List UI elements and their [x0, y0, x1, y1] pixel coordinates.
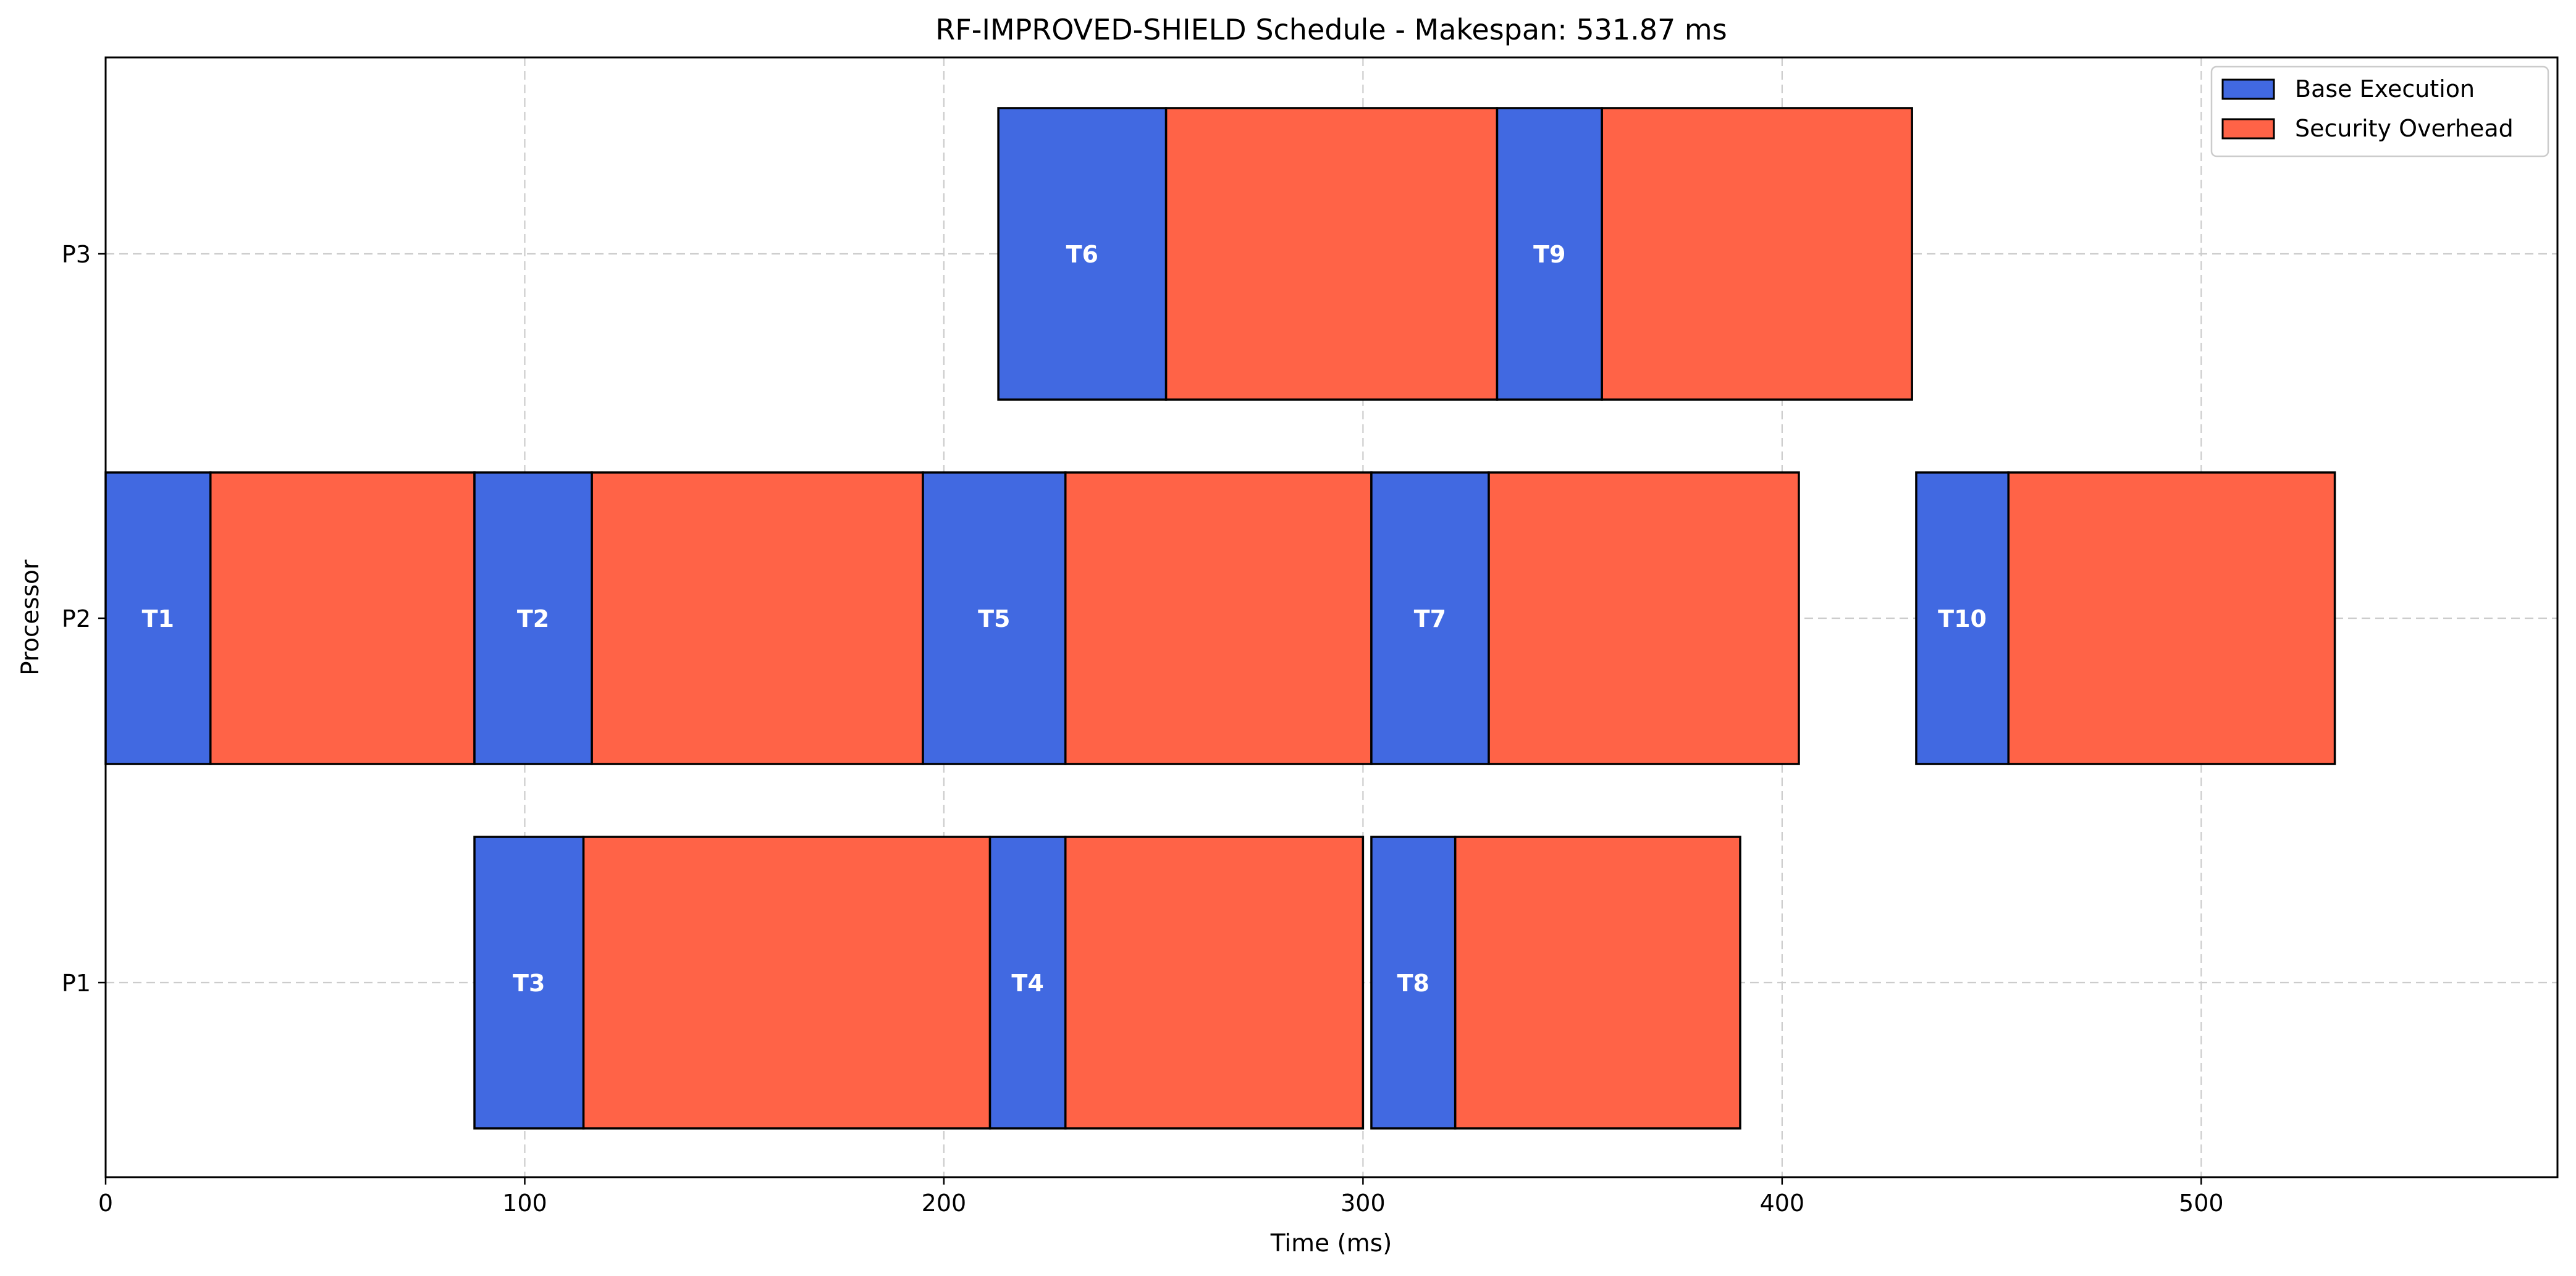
x-axis-title: Time (ms) — [1270, 1230, 1392, 1257]
bar-t10-security-overhead — [2007, 471, 2336, 765]
bar-t7-security-overhead — [1488, 471, 1800, 765]
bar-t8-base-execution — [1370, 836, 1457, 1130]
legend: Base Execution Security Overhead — [2210, 65, 2549, 157]
bar-t5-security-overhead — [1064, 471, 1373, 765]
bar-t3-security-overhead — [582, 836, 991, 1130]
y-axis-title: Processor — [17, 559, 44, 676]
bar-t4-security-overhead — [1064, 836, 1365, 1130]
legend-swatch-security-overhead — [2221, 118, 2275, 140]
bar-t9-security-overhead — [1601, 107, 1913, 401]
bar-t6-security-overhead — [1164, 107, 1499, 401]
bar-t4-base-execution — [988, 836, 1067, 1130]
x-tick-label-500: 500 — [2179, 1190, 2224, 1217]
legend-swatch-base-execution — [2221, 78, 2275, 100]
task-label-t6: T6 — [1066, 241, 1098, 268]
x-tick-label-200: 200 — [922, 1190, 967, 1217]
task-label-t7: T7 — [1414, 605, 1446, 632]
x-tick-label-300: 300 — [1341, 1190, 1386, 1217]
task-label-t8: T8 — [1397, 970, 1429, 997]
bar-t3-base-execution — [473, 836, 585, 1130]
task-label-t9: T9 — [1533, 241, 1565, 268]
bar-t9-base-execution — [1496, 107, 1603, 401]
bar-t1-base-execution — [104, 471, 212, 765]
x-tick-label-0: 0 — [98, 1190, 113, 1217]
legend-label-security-overhead: Security Overhead — [2295, 115, 2514, 142]
bar-t8-security-overhead — [1454, 836, 1741, 1130]
bar-t5-base-execution — [922, 471, 1067, 765]
bar-t2-security-overhead — [591, 471, 924, 765]
axis-layer: 0 100 200 300 400 500 P1 P2 P3 — [62, 241, 2224, 1217]
bar-t1-security-overhead — [209, 471, 476, 765]
chart-title: RF-IMPROVED-SHIELD Schedule - Makespan: … — [935, 13, 1727, 46]
y-tick-label-p1: P1 — [62, 970, 91, 997]
bar-t10-base-execution — [1915, 471, 2010, 765]
bar-t7-base-execution — [1370, 471, 1490, 765]
x-tick-label-100: 100 — [502, 1190, 547, 1217]
bar-t6-base-execution — [997, 107, 1168, 401]
legend-label-base-execution: Base Execution — [2295, 75, 2475, 103]
plot-frame — [104, 56, 2559, 1178]
task-label-t5: T5 — [978, 605, 1010, 632]
task-label-t4: T4 — [1011, 970, 1043, 997]
task-label-t2: T2 — [517, 605, 549, 632]
x-tick-label-400: 400 — [1760, 1190, 1805, 1217]
task-label-t10: T10 — [1938, 605, 1987, 632]
legend-box — [2210, 65, 2549, 157]
y-tick-label-p3: P3 — [62, 241, 91, 268]
task-label-t3: T3 — [513, 970, 545, 997]
task-label-t1: T1 — [142, 605, 174, 632]
y-tick-label-p2: P2 — [62, 605, 91, 632]
bar-layer: T1 T2 T5 T7 T10 T3 T4 T8 T6 T9 — [104, 107, 2336, 1130]
bar-t2-base-execution — [473, 471, 593, 765]
